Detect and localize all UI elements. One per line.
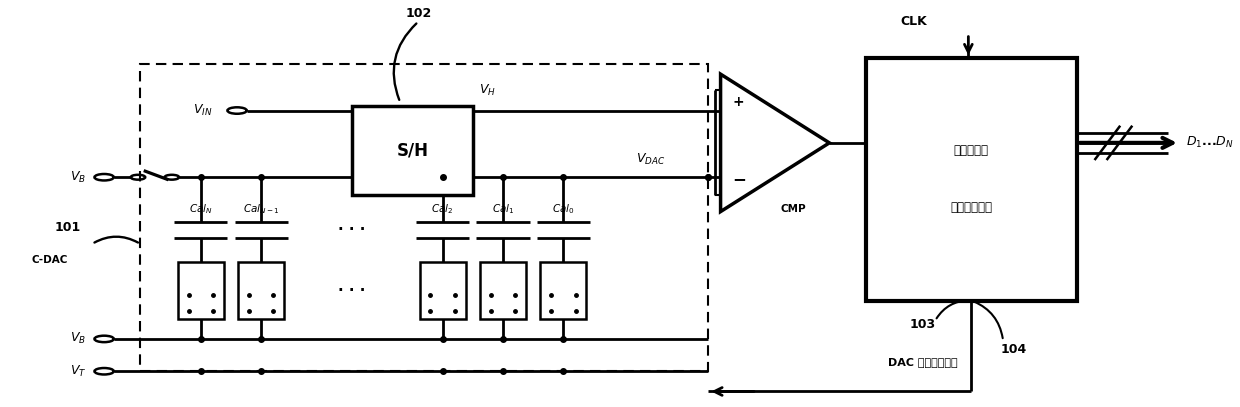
Text: S/H: S/H xyxy=(397,142,428,160)
Bar xyxy=(140,64,708,371)
Text: $V_B$: $V_B$ xyxy=(69,331,86,346)
Text: $V_{DAC}$: $V_{DAC}$ xyxy=(636,152,666,167)
Bar xyxy=(419,262,465,319)
Text: 101: 101 xyxy=(55,221,81,234)
Text: CLK: CLK xyxy=(900,15,928,28)
Bar xyxy=(177,262,223,319)
Text: CMP: CMP xyxy=(780,204,806,214)
Text: $D_1$...$D_N$: $D_1$...$D_N$ xyxy=(1185,135,1234,151)
Text: DAC 开关控制信号: DAC 开关控制信号 xyxy=(888,357,957,367)
Text: · · ·: · · · xyxy=(339,283,366,298)
Text: $V_B$: $V_B$ xyxy=(69,170,86,185)
Text: 逐次逼近逻辑: 逐次逼近逻辑 xyxy=(950,201,992,214)
Text: 102: 102 xyxy=(405,7,432,20)
Text: $Cal_2$: $Cal_2$ xyxy=(432,202,454,216)
Text: $V_H$: $V_H$ xyxy=(479,83,496,98)
Bar xyxy=(352,107,472,195)
Polygon shape xyxy=(720,74,830,212)
Text: $Cal_{N-1}$: $Cal_{N-1}$ xyxy=(243,202,280,216)
Text: $V_{IN}$: $V_{IN}$ xyxy=(193,103,213,118)
Text: $Cal_N$: $Cal_N$ xyxy=(188,202,213,216)
Text: C-DAC: C-DAC xyxy=(31,255,68,265)
Bar xyxy=(480,262,526,319)
Bar xyxy=(238,262,284,319)
Text: · · ·: · · · xyxy=(339,222,366,237)
Text: $Cal_0$: $Cal_0$ xyxy=(552,202,575,216)
Text: $Cal_1$: $Cal_1$ xyxy=(492,202,515,216)
Bar xyxy=(541,262,587,319)
Text: 电容权重式: 电容权重式 xyxy=(954,144,988,158)
Text: +: + xyxy=(733,96,744,109)
Text: 103: 103 xyxy=(910,318,936,331)
Text: −: − xyxy=(732,170,745,188)
Text: 104: 104 xyxy=(1001,343,1027,356)
Bar xyxy=(866,58,1078,300)
Text: $V_T$: $V_T$ xyxy=(69,364,86,379)
